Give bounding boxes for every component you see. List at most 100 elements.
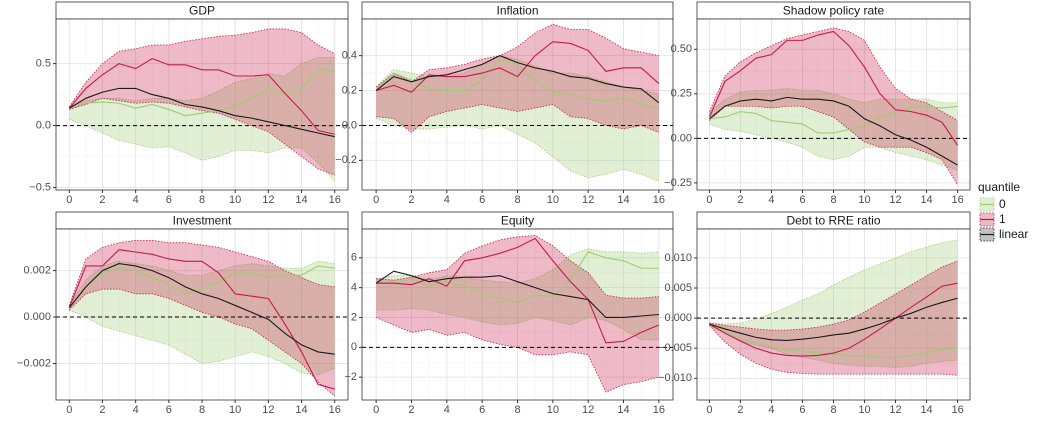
y-tick-label: 0.50 — [671, 43, 692, 55]
x-tick-label: 10 — [547, 194, 559, 206]
x-tick-label: 8 — [514, 404, 520, 416]
panel: 6 4 2 0 −2 0 2 4 6 8 10 12 14 16 — [344, 228, 674, 416]
band-edge — [709, 324, 958, 368]
x-tick-label: 6 — [479, 194, 485, 206]
series-line — [709, 323, 958, 359]
band-edge — [709, 239, 958, 325]
x-tick-label: 10 — [229, 404, 241, 416]
series-line — [375, 55, 660, 104]
x-tick-label: 4 — [444, 404, 450, 416]
series-line — [709, 282, 958, 357]
panel: 0.4 0.2 0.0 −0.2 0 2 4 6 8 10 12 14 16 — [335, 18, 674, 206]
x-tick-label: 10 — [229, 194, 241, 206]
band-edge — [709, 325, 958, 376]
series-line — [68, 263, 335, 355]
band — [69, 240, 335, 397]
x-tick-label: 14 — [920, 194, 932, 206]
y-tick-label: −0.5 — [29, 181, 51, 193]
x-tick-label: 0 — [706, 194, 712, 206]
y-tick-label: 0.2 — [342, 84, 357, 96]
panel-title: Shadow policy rate — [783, 4, 885, 18]
band-edge — [709, 123, 958, 171]
series-line — [709, 105, 958, 134]
x-tick-label: 8 — [830, 404, 836, 416]
x-tick-label: 6 — [799, 404, 805, 416]
y-tick-label: 0.000 — [664, 312, 692, 324]
panel-title: Equity — [501, 214, 534, 228]
x-tick-label: 6 — [799, 194, 805, 206]
x-tick-label: 14 — [617, 194, 629, 206]
x-tick-label: 12 — [889, 404, 901, 416]
series-line — [375, 58, 659, 109]
band-edge — [69, 309, 335, 376]
band-edge — [709, 27, 958, 121]
band-edge — [69, 57, 335, 108]
x-tick-label: 12 — [582, 194, 594, 206]
series-line — [68, 58, 335, 135]
x-tick-label: 10 — [547, 404, 559, 416]
x-tick-label: 2 — [737, 194, 743, 206]
x-tick-label: 12 — [889, 194, 901, 206]
x-tick-label: 12 — [262, 194, 274, 206]
x-tick-label: 2 — [408, 194, 414, 206]
y-tick-label: 6 — [351, 252, 357, 264]
x-tick-label: 16 — [329, 404, 341, 416]
x-tick-label: 8 — [199, 194, 205, 206]
band-edge — [375, 118, 660, 182]
x-tick-label: 4 — [133, 194, 139, 206]
y-tick-label: 0.00 — [671, 132, 692, 144]
y-tick-label: 0.0 — [36, 119, 51, 131]
series-line — [69, 69, 335, 117]
x-tick-label: 2 — [99, 404, 105, 416]
panel: 0.50 0.25 0.00 −0.25 0 2 4 6 8 10 12 14 16 — [664, 18, 971, 206]
band-edge — [68, 239, 335, 306]
x-tick-label: 0 — [373, 404, 379, 416]
y-tick-label: −0.010 — [658, 372, 692, 384]
panel-title: Inflation — [496, 4, 538, 18]
x-tick-label: 0 — [66, 404, 72, 416]
band — [376, 235, 659, 393]
x-tick-label: 0 — [66, 194, 72, 206]
x-tick-label: 12 — [262, 404, 274, 416]
x-tick-label: 8 — [514, 194, 520, 206]
series-line — [376, 251, 659, 304]
y-tick-label: 2 — [351, 311, 357, 323]
x-tick-label: 4 — [133, 404, 139, 416]
x-tick-label: 4 — [768, 404, 774, 416]
legend-label: 0 — [999, 197, 1006, 211]
y-tick-label: 0.000 — [23, 311, 51, 323]
band-edge — [375, 55, 659, 95]
y-tick-label: 0.005 — [664, 282, 692, 294]
series-line — [708, 30, 959, 146]
x-tick-label: 16 — [329, 194, 341, 206]
series-line — [68, 87, 335, 138]
x-tick-label: 6 — [166, 404, 172, 416]
y-tick-label: 0 — [351, 341, 357, 353]
panel: 0.5 0.0 −0.5 0 2 4 6 8 10 12 14 16 — [29, 18, 349, 206]
y-tick-label: 0.25 — [671, 88, 692, 100]
series-line — [376, 237, 660, 344]
x-tick-label: 14 — [920, 404, 932, 416]
band-edge — [68, 288, 335, 397]
x-tick-label: 14 — [295, 404, 307, 416]
legend-label: linear — [999, 227, 1028, 241]
y-tick-label: 4 — [351, 282, 357, 294]
y-tick-label: −0.2 — [335, 154, 357, 166]
x-tick-label: 6 — [166, 194, 172, 206]
y-tick-label: 0.4 — [342, 50, 357, 62]
x-tick-label: 4 — [768, 194, 774, 206]
x-tick-label: 8 — [830, 194, 836, 206]
x-tick-label: 16 — [951, 194, 963, 206]
series-line — [709, 96, 958, 166]
x-tick-label: 14 — [617, 404, 629, 416]
x-tick-label: 6 — [479, 404, 485, 416]
panel-title: GDP — [189, 4, 215, 18]
x-tick-label: 12 — [582, 404, 594, 416]
y-tick-label: 0.002 — [23, 264, 51, 276]
band — [709, 239, 958, 368]
x-tick-label: 2 — [737, 404, 743, 416]
legend-label: 1 — [999, 212, 1006, 226]
band-edge — [69, 97, 335, 176]
x-tick-label: 2 — [99, 194, 105, 206]
